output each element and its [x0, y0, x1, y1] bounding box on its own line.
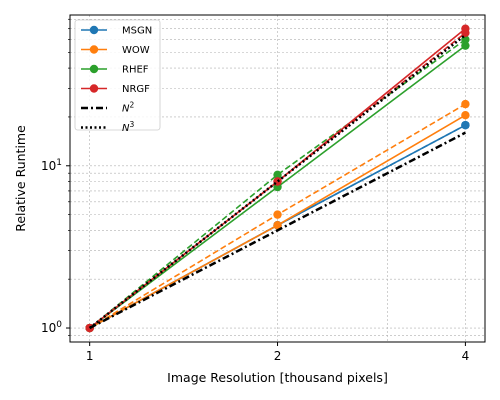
legend-label: N2	[122, 101, 134, 115]
data-point-nrgf	[461, 28, 470, 38]
legend-label: NRGF	[122, 84, 150, 95]
data-point-msgn	[461, 120, 470, 130]
legend-marker	[89, 25, 99, 35]
data-point-wow	[461, 99, 470, 109]
x-axis-label: Image Resolution [thousand pixels]	[167, 370, 388, 385]
legend-marker	[89, 64, 99, 74]
legend-marker	[89, 84, 99, 93]
legend-label: N3	[122, 120, 134, 134]
y-axis-label: Relative Runtime	[13, 125, 28, 232]
legend-label: WOW	[122, 45, 150, 56]
data-point-wow	[273, 210, 282, 219]
legend-label: MSGN	[122, 26, 152, 37]
series-lines	[85, 24, 470, 333]
legend: MSGN WOW RHEF NRGF N2 N3	[74, 19, 161, 134]
data-point-wow	[461, 111, 470, 120]
data-point-rhef	[461, 41, 470, 50]
data-point-wow	[273, 221, 282, 230]
series-line-msgn-dashed	[89, 124, 466, 329]
y-tick-label: 100	[41, 320, 62, 335]
legend-label: RHEF	[122, 65, 149, 76]
x-tick-label: 4	[462, 349, 470, 363]
legend-marker	[89, 45, 99, 54]
axis-ticks: 1 2 4 100 101	[41, 18, 470, 363]
series-line-n3-dotted	[88, 34, 467, 330]
data-point-rhef	[273, 170, 282, 179]
x-tick-label: 1	[86, 349, 94, 363]
y-tick-label: 101	[41, 158, 62, 173]
series-line-n2-dashdot	[89, 131, 466, 330]
x-tick-label: 2	[274, 349, 282, 363]
